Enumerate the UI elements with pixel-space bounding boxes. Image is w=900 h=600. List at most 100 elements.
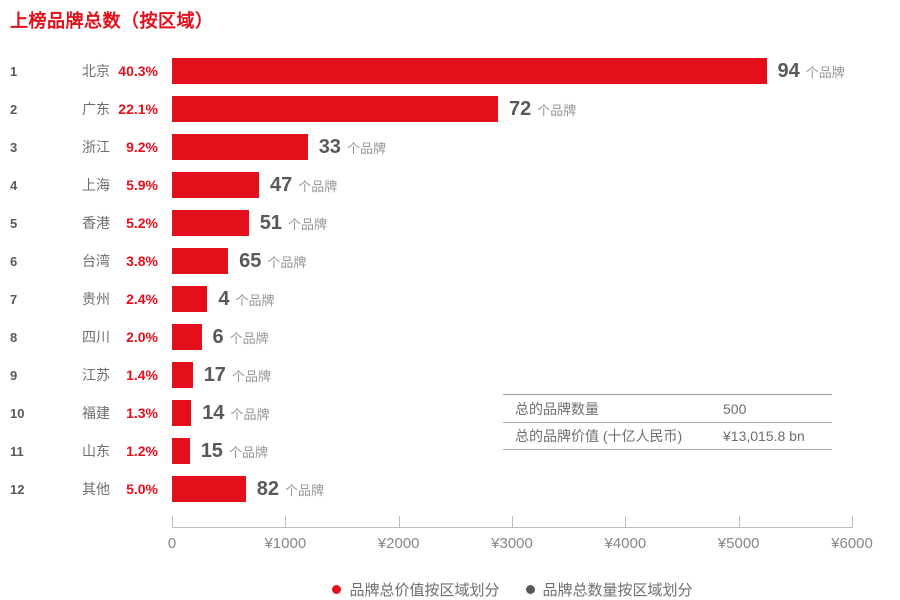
- value-bar: [172, 438, 190, 464]
- chart-row: 4 上海 5.9% 47 个品牌: [0, 166, 900, 204]
- row-count-group: 6 个品牌: [213, 326, 269, 349]
- axis-tick-label: ¥4000: [604, 535, 647, 552]
- x-axis: 0 ¥1000 ¥2000 ¥3000 ¥4000 ¥5000 ¥6000: [168, 516, 873, 569]
- row-region: 上海: [82, 177, 110, 193]
- value-bar: [172, 58, 767, 84]
- row-count-group: 72 个品牌: [509, 98, 576, 121]
- row-pct: 2.0%: [126, 329, 158, 345]
- summary-value: ¥13,015.8 bn: [723, 428, 805, 444]
- summary-row-count: 总的品牌数量 500: [503, 394, 832, 422]
- bar-wrap: 51 个品牌: [172, 210, 900, 236]
- value-bar: [172, 400, 192, 426]
- row-count: 65: [239, 249, 262, 272]
- row-rank: 12: [10, 481, 25, 497]
- row-region: 北京: [82, 63, 110, 79]
- axis-tick-mark: [738, 516, 740, 528]
- axis-tick-mark: [512, 516, 513, 528]
- row-count: 15: [200, 439, 223, 462]
- row-count: 82: [256, 477, 280, 500]
- row-pct: 5.0%: [126, 481, 158, 497]
- value-bar: [172, 96, 498, 122]
- bar-wrap: 94 个品牌: [172, 58, 900, 84]
- legend-dot-icon: [525, 585, 535, 594]
- chart-row: 3 浙江 9.2% 33 个品牌: [0, 128, 900, 166]
- row-region: 山东: [82, 443, 110, 459]
- row-region: 江苏: [82, 367, 110, 383]
- row-count-group: 65 个品牌: [239, 250, 306, 273]
- value-bar: [172, 362, 193, 388]
- row-pct: 1.3%: [126, 405, 158, 421]
- row-region: 其他: [82, 481, 110, 497]
- row-count-suffix: 个品牌: [267, 254, 307, 270]
- value-bar: [172, 172, 259, 198]
- row-rank: 3: [10, 139, 18, 155]
- row-count-suffix: 个品牌: [298, 178, 338, 194]
- row-rank: 4: [10, 177, 18, 193]
- row-rank: 6: [10, 253, 18, 269]
- row-count: 14: [202, 401, 225, 424]
- row-rank: 2: [10, 101, 18, 117]
- legend-item-count: 品牌总数量按区域划分: [525, 579, 693, 600]
- legend-label: 品牌总价值按区域划分: [349, 582, 500, 599]
- row-count-group: 51 个品牌: [260, 212, 327, 235]
- value-bar: [172, 286, 208, 312]
- row-rank: 1: [10, 63, 18, 79]
- row-count-suffix: 个品牌: [235, 292, 275, 308]
- summary-row-value: 总的品牌价值 (十亿人民币) ¥13,015.8 bn: [503, 422, 832, 450]
- legend-dot-icon: [332, 585, 342, 594]
- bar-wrap: 17 个品牌: [172, 362, 900, 388]
- row-pct: 9.2%: [126, 139, 158, 155]
- summary-label: 总的品牌数量: [515, 400, 599, 417]
- bar-wrap: 47 个品牌: [172, 172, 900, 198]
- axis-tick-mark: [398, 516, 400, 528]
- bar-wrap: 14 个品牌: [172, 400, 900, 426]
- row-region: 贵州: [82, 291, 110, 307]
- row-pct: 40.3%: [118, 63, 158, 79]
- chart-row: 5 香港 5.2% 51 个品牌: [0, 204, 900, 242]
- row-count: 17: [203, 363, 226, 386]
- row-count: 47: [270, 173, 293, 196]
- row-count: 4: [218, 287, 230, 310]
- axis-tick-label: 0: [167, 535, 177, 552]
- row-pct: 1.2%: [126, 443, 158, 459]
- row-count-group: 47 个品牌: [270, 174, 337, 197]
- row-count-suffix: 个品牌: [229, 330, 269, 346]
- row-count-suffix: 个品牌: [346, 140, 386, 156]
- row-region: 台湾: [82, 253, 110, 269]
- row-count-suffix: 个品牌: [537, 102, 577, 118]
- axis-tick-label: ¥5000: [717, 535, 760, 552]
- row-pct: 5.9%: [126, 177, 158, 193]
- row-count: 94: [777, 59, 800, 82]
- bar-wrap: 6 个品牌: [172, 324, 900, 350]
- row-count-group: 15 个品牌: [201, 440, 268, 463]
- row-pct: 22.1%: [118, 101, 158, 117]
- row-pct: 2.4%: [126, 291, 158, 307]
- bar-wrap: 4 个品牌: [172, 286, 900, 312]
- value-bar: [172, 476, 246, 502]
- bar-wrap: 82 个品牌: [172, 476, 900, 502]
- row-count-group: 33 个品牌: [319, 136, 386, 159]
- row-rank: 8: [10, 329, 18, 345]
- row-pct: 5.2%: [126, 215, 158, 231]
- row-pct: 1.4%: [126, 367, 158, 383]
- row-region: 浙江: [82, 139, 110, 155]
- legend-item-value: 品牌总价值按区域划分: [332, 579, 500, 600]
- axis-tick-mark: [625, 516, 627, 528]
- chart-row: 1 北京 40.3% 94 个品牌: [0, 52, 900, 90]
- row-count-group: 82 个品牌: [257, 478, 324, 501]
- axis-tick-label: ¥3000: [491, 535, 533, 552]
- chart-title: 上榜品牌总数（按区域）: [10, 11, 214, 31]
- value-bar: [172, 210, 249, 236]
- summary-label: 总的品牌价值 (十亿人民币): [515, 428, 683, 444]
- row-count-group: 4 个品牌: [218, 288, 274, 311]
- row-count-group: 94 个品牌: [778, 60, 845, 83]
- row-region: 四川: [82, 329, 110, 345]
- chart-row: 11 山东 1.2% 15 个品牌: [0, 432, 900, 470]
- chart-row: 2 广东 22.1% 72 个品牌: [0, 90, 900, 128]
- axis-tick-mark: [852, 516, 853, 528]
- chart-row: 9 江苏 1.4% 17 个品牌: [0, 356, 900, 394]
- row-count: 72: [509, 97, 532, 120]
- summary-value: 500: [723, 400, 747, 417]
- bar-wrap: 65 个品牌: [172, 248, 900, 274]
